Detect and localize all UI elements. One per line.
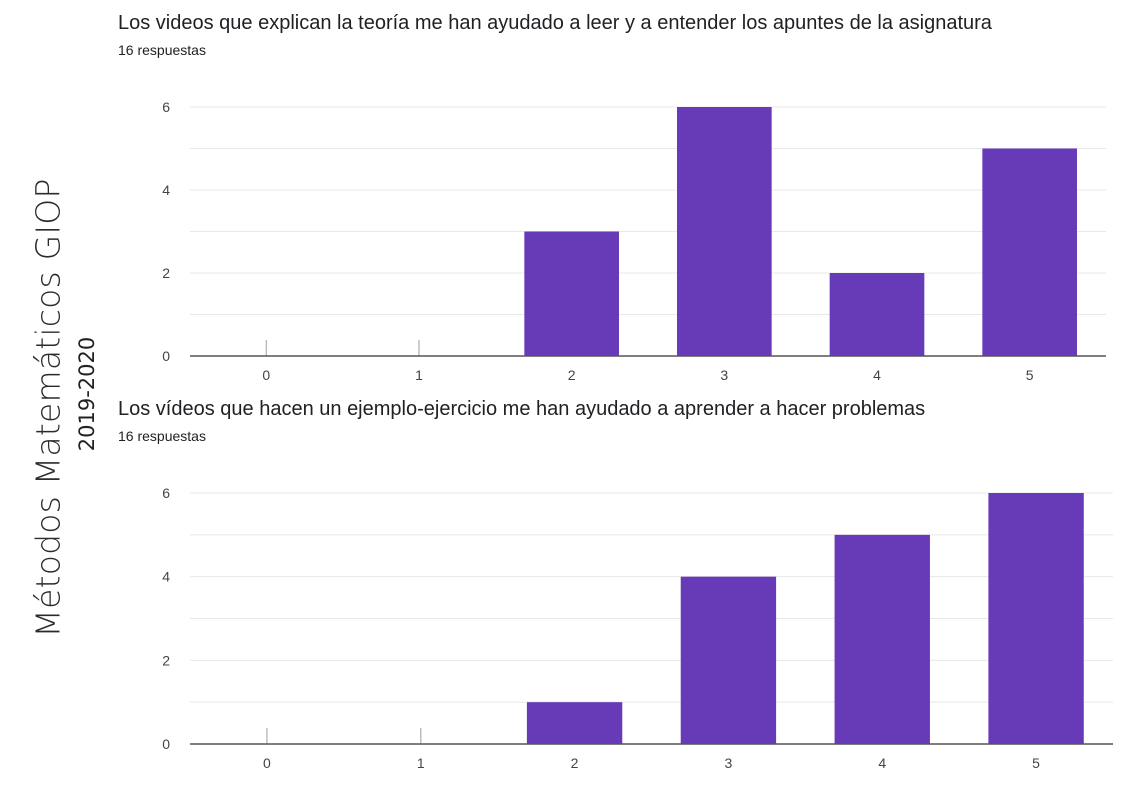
x-tick-label: 4 (878, 755, 886, 771)
chart-title: Los videos que explican la teoría me han… (118, 12, 992, 34)
chart-title: Los vídeos que hacen un ejemplo-ejercici… (118, 398, 926, 420)
bar-4 (834, 534, 930, 744)
y-tick-label: 4 (162, 569, 170, 585)
bar-chart-teoria: 0 2 4 6 0 1 2 3 4 5 (162, 99, 1106, 383)
x-tick-label: 0 (263, 755, 271, 771)
chart-response-count: 16 respuestas (118, 428, 206, 444)
x-tick-label: 5 (1032, 755, 1040, 771)
x-tick-label: 1 (415, 367, 423, 383)
y-tick-label: 2 (162, 265, 170, 281)
bar-3 (680, 576, 777, 744)
x-tick-label: 0 (262, 367, 270, 383)
y-tick-label: 4 (162, 182, 170, 198)
y-tick-label: 0 (162, 348, 170, 364)
y-tick-label: 6 (162, 485, 170, 501)
y-tick-label: 6 (162, 99, 170, 115)
bar-chart-ejercicios: 0 2 4 6 0 1 2 3 4 5 (162, 485, 1113, 771)
bar-4 (829, 273, 925, 356)
chart-ejercicios: Los vídeos que hacen un ejemplo-ejercici… (0, 398, 1124, 788)
y-tick-label: 0 (162, 736, 170, 752)
x-tick-label: 3 (725, 755, 733, 771)
x-tick-label: 2 (571, 755, 579, 771)
y-tick-label: 2 (162, 652, 170, 668)
bar-3 (677, 107, 772, 356)
bar-2 (526, 702, 623, 744)
bar-5 (982, 148, 1077, 356)
x-tick-label: 4 (873, 367, 881, 383)
x-tick-label: 3 (720, 367, 728, 383)
bar-5 (988, 493, 1084, 744)
chart-response-count: 16 respuestas (118, 42, 206, 58)
x-tick-label: 1 (417, 755, 425, 771)
chart-teoria: Los videos que explican la teoría me han… (0, 12, 1124, 392)
x-tick-label: 2 (568, 367, 576, 383)
bar-2 (524, 231, 619, 356)
x-tick-label: 5 (1026, 367, 1034, 383)
